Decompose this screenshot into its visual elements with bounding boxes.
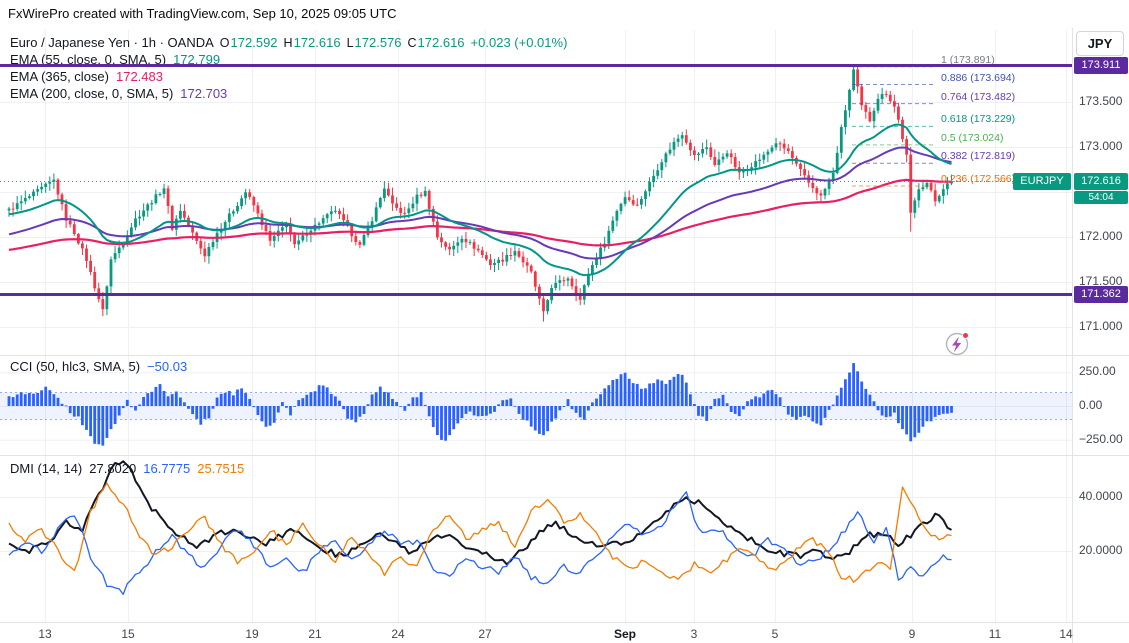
cci-label: CCI (50, hlc3, SMA, 5) [10,359,141,374]
candlesticks [7,65,953,322]
close-value: 172.616 [417,35,465,50]
fib-retracement[interactable] [852,66,936,187]
ema365-value: 172.483 [116,69,163,84]
gridlines [0,30,1072,622]
cci-value: −50.03 [147,359,188,374]
dmi-minus-value: 25.7515 [197,461,245,476]
support-line[interactable] [0,292,1072,296]
dmi-label: DMI (14, 14) [10,461,83,476]
dmi-adx-value: 27.8020 [89,461,137,476]
cci-legend[interactable]: CCI (50, hlc3, SMA, 5) −50.03 [10,359,187,374]
time-axis[interactable] [0,623,1072,643]
low-readout: L172.576 [347,35,402,50]
close-letter: C [407,36,417,50]
lower-line-price-badge: 171.362 [1074,285,1128,303]
change-readout: +0.023 (+0.01%) [470,35,568,50]
attribution-text: FxWirePro created with TradingView.com, … [8,6,397,21]
open-value: 172.592 [230,35,278,50]
ema200-label: EMA (200, close, 0, SMA, 5) [10,86,174,101]
ema365-label: EMA (365, close) [10,69,109,84]
dmi-lines [8,460,952,596]
symbol-flag-badge: EURJPY [1013,173,1071,191]
countdown-badge: 54:04 [1074,190,1128,204]
close-readout: C172.616 [408,35,465,50]
ema55-label: EMA (55, close, 0, SMA, 5) [10,52,167,67]
upper-line-price-badge: 173.911 [1074,56,1128,74]
last-price-badge: 172.616 [1074,173,1128,191]
ema55-value: 172.799 [173,52,221,67]
ohlc-legend[interactable]: Euro / Japanese Yen · 1h · OANDA O172.59… [10,35,567,50]
lightning-icon[interactable] [945,332,969,356]
ema-lines [8,123,952,277]
ema200-value: 172.703 [180,86,228,101]
high-value: 172.616 [293,35,341,50]
pane-separators [0,28,1129,643]
low-letter: L [346,36,354,50]
open-letter: O [219,36,230,50]
dmi-plus-value: 16.7775 [143,461,191,476]
open-readout: O172.592 [220,35,278,50]
ema200-legend[interactable]: EMA (200, close, 0, SMA, 5) 172.703 [10,86,227,101]
cci-histogram [7,363,953,446]
dmi-legend[interactable]: DMI (14, 14) 27.8020 16.7775 25.7515 [10,461,244,476]
high-readout: H172.616 [284,35,341,50]
symbol-title: Euro / Japanese Yen · 1h · OANDA [10,35,214,50]
ema55-legend[interactable]: EMA (55, close, 0, SMA, 5) 172.799 [10,52,220,67]
ema365-legend[interactable]: EMA (365, close) 172.483 [10,69,163,84]
low-value: 172.576 [354,35,402,50]
currency-label[interactable]: JPY [1076,31,1124,56]
resistance-line[interactable] [0,63,1072,67]
price-axis[interactable] [1073,28,1129,622]
high-letter: H [283,36,293,50]
